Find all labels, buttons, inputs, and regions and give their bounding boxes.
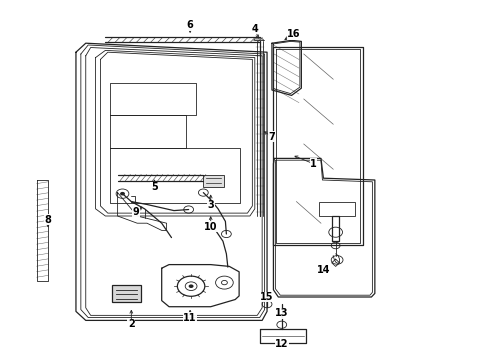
- Circle shape: [221, 230, 231, 238]
- Text: 1: 1: [310, 159, 317, 169]
- Circle shape: [184, 206, 194, 213]
- Circle shape: [185, 282, 197, 291]
- Text: 5: 5: [151, 182, 158, 192]
- Text: 4: 4: [251, 24, 258, 34]
- Text: 10: 10: [204, 222, 218, 232]
- Circle shape: [277, 321, 287, 328]
- Text: 6: 6: [187, 20, 194, 30]
- Text: 9: 9: [133, 207, 140, 217]
- Bar: [318, 202, 355, 216]
- Text: 15: 15: [260, 292, 274, 302]
- Bar: [112, 285, 141, 302]
- Circle shape: [262, 301, 272, 308]
- Text: 13: 13: [275, 308, 289, 318]
- Circle shape: [189, 284, 194, 288]
- Bar: [203, 175, 224, 187]
- Circle shape: [221, 280, 227, 285]
- Text: 12: 12: [275, 339, 289, 349]
- Text: 2: 2: [128, 319, 135, 329]
- Text: 16: 16: [287, 29, 301, 39]
- Circle shape: [116, 189, 129, 198]
- Text: 14: 14: [317, 265, 330, 275]
- Text: 3: 3: [207, 200, 214, 210]
- Text: 11: 11: [183, 312, 197, 323]
- Text: 7: 7: [269, 132, 275, 142]
- Text: 8: 8: [45, 215, 51, 225]
- Circle shape: [198, 189, 208, 196]
- Circle shape: [120, 192, 125, 195]
